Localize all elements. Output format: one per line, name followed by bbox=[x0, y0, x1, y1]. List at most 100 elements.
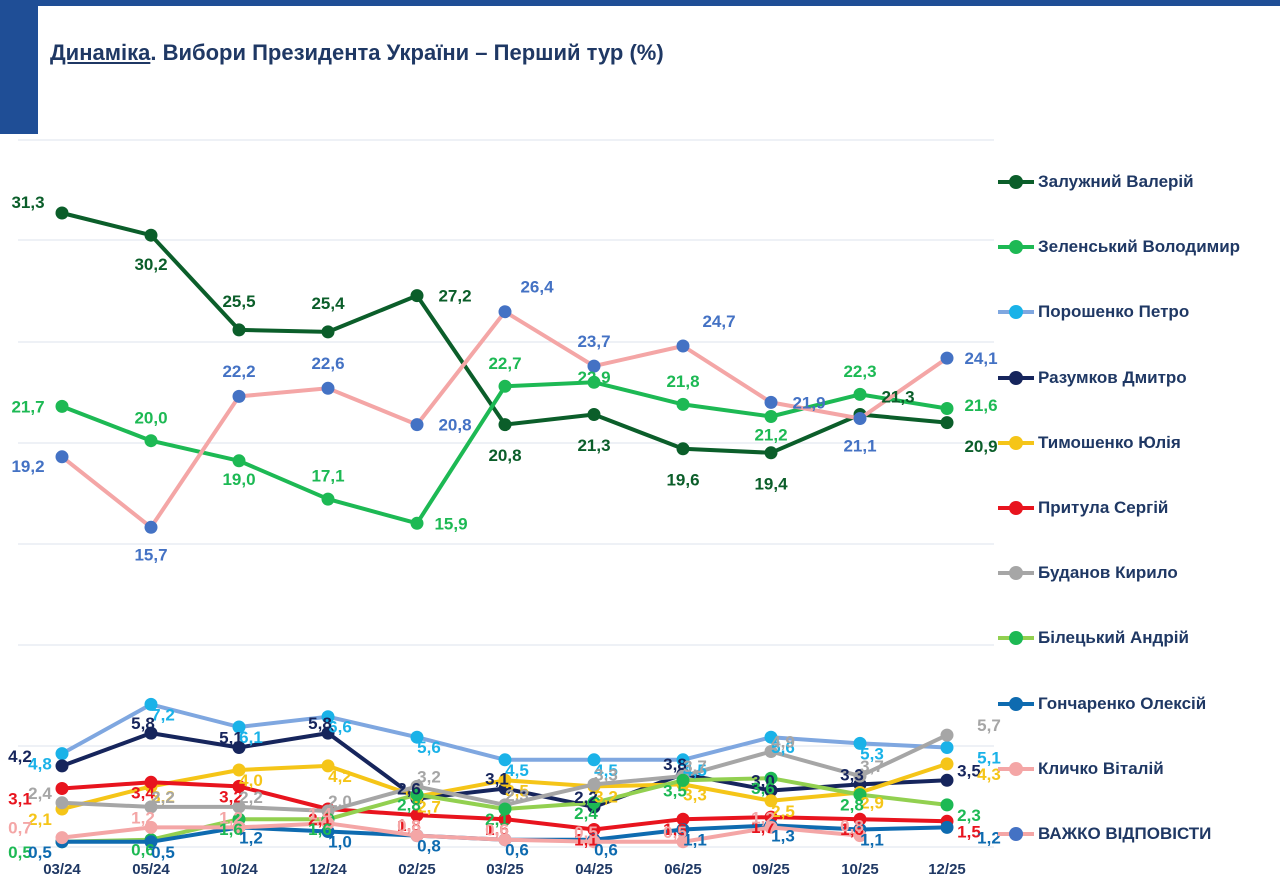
data-point bbox=[940, 757, 954, 771]
data-point bbox=[410, 289, 424, 303]
series-2-labels: 21,7 20,0 19,0 17,1 15,9 22,7 22,9 21,8 21,2 22,3… bbox=[11, 354, 997, 533]
data-point bbox=[940, 773, 954, 787]
data-point bbox=[55, 782, 69, 795]
legend-label: Буданов Кирило bbox=[1038, 563, 1178, 583]
data-label: 2,3 bbox=[957, 806, 981, 825]
top-accent-bar bbox=[0, 0, 1280, 6]
data-point bbox=[764, 395, 778, 409]
series-line bbox=[61, 211, 948, 455]
series-5-labels: 2,13,24,0 4,22,73,5 3,2 3,32,5 2,94,3 bbox=[28, 765, 1001, 829]
data-label: 21,1 bbox=[843, 437, 876, 456]
legend-item: ВАЖКО ВІДПОВІСТИ bbox=[998, 822, 1211, 846]
series-line bbox=[61, 821, 861, 844]
series-11-labels: 19,2 15,7 22,2 22,6 20,8 26,4 23,7 24,7 21,9 21,1… bbox=[11, 278, 997, 565]
legend-item: Притула Сергій bbox=[998, 496, 1168, 520]
legend-label: Гончаренко Олексій bbox=[1038, 693, 1207, 713]
series-11 bbox=[55, 305, 954, 534]
data-label: 25,5 bbox=[222, 292, 255, 311]
legend-swatch bbox=[998, 431, 1034, 455]
series-3 bbox=[55, 697, 954, 767]
data-point bbox=[321, 759, 335, 773]
data-point bbox=[232, 454, 246, 468]
data-label: 1,7 bbox=[751, 818, 775, 837]
data-label: 21,7 bbox=[11, 397, 44, 416]
x-tick-label: 05/24 bbox=[132, 861, 170, 876]
data-point bbox=[321, 710, 335, 724]
data-point bbox=[144, 726, 158, 740]
legend-swatch bbox=[998, 561, 1034, 585]
data-point bbox=[144, 835, 158, 849]
data-point bbox=[321, 381, 335, 395]
data-point bbox=[587, 835, 601, 849]
data-point bbox=[232, 820, 246, 834]
legend-label: Білецький Андрій bbox=[1038, 628, 1189, 648]
data-label: 7,2 bbox=[151, 705, 175, 724]
data-point bbox=[498, 418, 512, 432]
data-point bbox=[321, 816, 335, 830]
data-point bbox=[940, 416, 954, 430]
data-label: 3,2 bbox=[594, 787, 618, 806]
data-label: 5,8 bbox=[131, 714, 155, 733]
data-point bbox=[55, 796, 69, 810]
series-4-labels: 4,25,85,15,82,63,12,23,83,0 3,3 3,5 bbox=[8, 714, 981, 807]
data-point bbox=[676, 812, 690, 826]
data-label: 25,4 bbox=[311, 294, 345, 313]
data-label: 1,4 bbox=[308, 804, 332, 823]
data-point bbox=[232, 323, 246, 337]
data-label: 1,1 bbox=[574, 831, 598, 850]
data-point bbox=[587, 753, 601, 767]
data-label: 0,6 bbox=[485, 821, 509, 840]
data-point bbox=[940, 741, 954, 754]
data-label: 22,3 bbox=[843, 362, 876, 381]
data-point bbox=[676, 835, 690, 849]
legend-label: Залужний Валерій bbox=[1038, 172, 1194, 191]
title-rest: . Вибори Президента України – Перший тур… bbox=[150, 40, 664, 65]
data-label: 0,5 bbox=[8, 843, 32, 862]
data-point bbox=[232, 720, 246, 734]
data-label: 1,2 bbox=[977, 828, 1001, 847]
data-label: 20,8 bbox=[488, 446, 521, 465]
x-tick-label: 12/24 bbox=[309, 861, 347, 876]
data-label: 1,6 bbox=[219, 820, 243, 839]
legend-swatch bbox=[998, 626, 1034, 650]
data-point bbox=[55, 831, 69, 845]
data-label: 4,9 bbox=[771, 733, 795, 752]
data-label: 1,6 bbox=[840, 820, 864, 839]
data-point bbox=[410, 516, 424, 530]
data-label: 0,5 bbox=[28, 843, 52, 862]
data-label: 21,3 bbox=[881, 388, 914, 407]
legend-swatch bbox=[998, 366, 1034, 390]
data-point bbox=[853, 736, 867, 750]
data-point bbox=[764, 794, 778, 808]
data-label: 19,6 bbox=[666, 470, 699, 489]
legend-swatch bbox=[998, 692, 1034, 716]
data-point bbox=[940, 402, 954, 415]
data-label: 1,8 bbox=[397, 816, 421, 835]
data-label: 5,3 bbox=[860, 744, 884, 763]
data-label: 3,5 bbox=[505, 781, 529, 800]
data-label: 17,1 bbox=[311, 467, 344, 486]
data-point bbox=[144, 800, 158, 814]
data-point bbox=[587, 777, 601, 791]
data-label: 6,6 bbox=[328, 718, 352, 737]
data-label: 31,3 bbox=[11, 193, 44, 212]
data-label: 2,2 bbox=[239, 788, 263, 807]
data-label: 3,1 bbox=[485, 770, 509, 789]
data-point bbox=[144, 775, 158, 789]
data-label: 19,4 bbox=[754, 474, 788, 493]
data-point bbox=[498, 753, 512, 767]
data-point bbox=[321, 492, 335, 506]
data-point bbox=[55, 450, 69, 464]
data-point bbox=[498, 773, 512, 787]
data-point bbox=[498, 379, 512, 393]
data-label: 2,5 bbox=[771, 802, 795, 821]
data-point bbox=[764, 410, 778, 423]
data-label: 21,8 bbox=[666, 372, 699, 391]
data-label: 3,2 bbox=[219, 787, 243, 806]
legend-label: Разумков Дмитро bbox=[1038, 367, 1187, 387]
legend-item: Гончаренко Олексій bbox=[998, 692, 1206, 716]
data-label: 2,4 bbox=[28, 784, 52, 803]
data-label: 2,8 bbox=[840, 796, 864, 815]
data-label: 5,8 bbox=[308, 714, 332, 733]
